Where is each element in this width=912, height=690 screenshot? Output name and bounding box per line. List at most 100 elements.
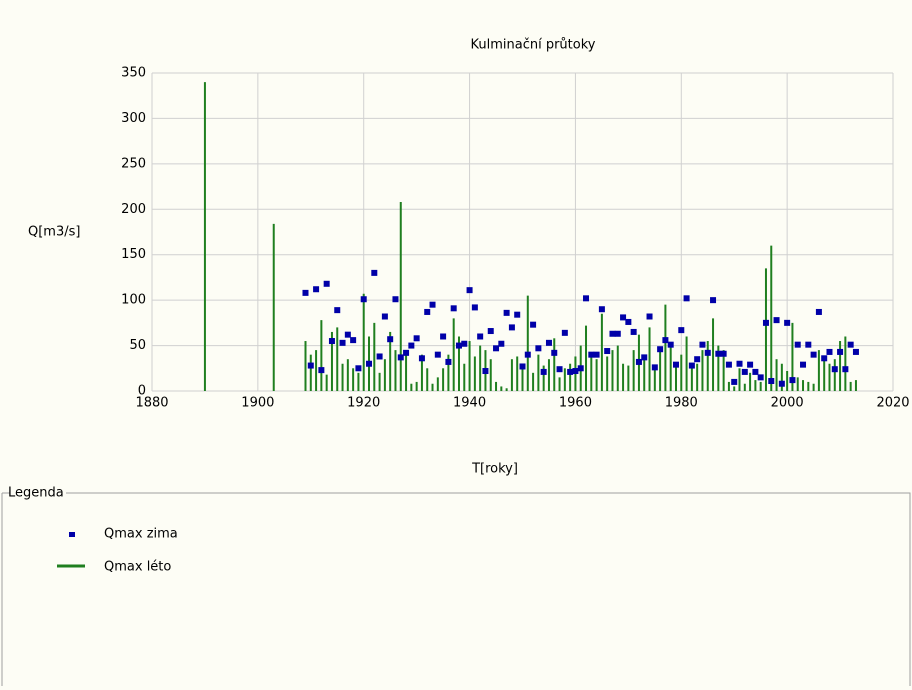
- point: [704, 349, 711, 356]
- point: [545, 339, 552, 346]
- legend-label: Qmax zima: [104, 527, 178, 542]
- point: [445, 358, 452, 365]
- point: [831, 366, 838, 373]
- point: [572, 368, 579, 375]
- point: [466, 287, 473, 294]
- point: [710, 297, 717, 304]
- point: [403, 349, 410, 356]
- point: [688, 362, 695, 369]
- x-tick-label: 1980: [665, 396, 698, 411]
- point: [328, 338, 335, 345]
- x-tick-label: 1940: [453, 396, 486, 411]
- point: [487, 328, 494, 335]
- point: [561, 329, 568, 336]
- point: [625, 318, 632, 325]
- y-tick-label: 200: [121, 202, 146, 217]
- chart-title: Kulminační průtoky: [471, 38, 596, 53]
- y-tick-label: 250: [121, 156, 146, 171]
- point: [794, 341, 801, 348]
- point: [471, 304, 478, 311]
- point: [651, 364, 658, 371]
- point: [699, 341, 706, 348]
- point: [837, 348, 844, 355]
- point: [762, 319, 769, 326]
- y-tick-label: 300: [121, 111, 146, 126]
- point: [387, 336, 394, 343]
- y-tick-label: 100: [121, 293, 146, 308]
- point: [715, 350, 722, 357]
- point: [424, 308, 431, 315]
- point: [366, 360, 373, 367]
- point: [493, 345, 500, 352]
- x-axis-label: T[roky]: [471, 462, 518, 477]
- point: [307, 362, 314, 369]
- point: [360, 296, 367, 303]
- point: [620, 314, 627, 321]
- legend-title: Legenda: [8, 486, 64, 501]
- y-tick-label: 350: [121, 66, 146, 81]
- point: [784, 319, 791, 326]
- point: [752, 368, 759, 375]
- point: [773, 317, 780, 324]
- x-tick-label: 1880: [135, 396, 168, 411]
- point: [593, 351, 600, 358]
- point: [667, 341, 674, 348]
- point: [741, 368, 748, 375]
- x-tick-label: 1920: [347, 396, 380, 411]
- point: [461, 340, 468, 347]
- point: [662, 337, 669, 344]
- point: [805, 341, 812, 348]
- point: [371, 269, 378, 276]
- point: [821, 355, 828, 362]
- legend-label: Qmax léto: [104, 560, 171, 575]
- y-tick-label: 0: [138, 384, 146, 399]
- point: [842, 366, 849, 373]
- point: [583, 295, 590, 302]
- point: [418, 355, 425, 362]
- point: [810, 351, 817, 358]
- point: [535, 345, 542, 352]
- point: [519, 363, 526, 370]
- point: [577, 365, 584, 372]
- point: [657, 346, 664, 353]
- point: [440, 333, 447, 340]
- point: [429, 301, 436, 308]
- point: [757, 374, 764, 381]
- point: [551, 349, 558, 356]
- point: [847, 341, 854, 348]
- point: [323, 280, 330, 287]
- point: [683, 295, 690, 302]
- point: [503, 309, 510, 316]
- point: [339, 339, 346, 346]
- point: [731, 378, 738, 385]
- legend-frame: [1, 492, 911, 686]
- point: [482, 368, 489, 375]
- point: [556, 366, 563, 373]
- x-tick-label: 1900: [241, 396, 274, 411]
- point: [694, 356, 701, 363]
- point: [508, 324, 515, 331]
- point: [815, 308, 822, 315]
- point: [646, 313, 653, 320]
- point: [434, 351, 441, 358]
- point: [477, 333, 484, 340]
- point: [344, 331, 351, 338]
- point: [318, 367, 325, 374]
- point: [720, 350, 727, 357]
- point: [413, 335, 420, 342]
- point: [598, 306, 605, 313]
- point: [524, 351, 531, 358]
- point: [392, 296, 399, 303]
- point: [381, 313, 388, 320]
- x-tick-label: 2020: [876, 396, 909, 411]
- point: [530, 321, 537, 328]
- point: [800, 361, 807, 368]
- point: [778, 380, 785, 387]
- point: [768, 378, 775, 385]
- point: [498, 340, 505, 347]
- point: [747, 361, 754, 368]
- x-tick-label: 1960: [559, 396, 592, 411]
- point: [350, 337, 357, 344]
- point: [641, 354, 648, 361]
